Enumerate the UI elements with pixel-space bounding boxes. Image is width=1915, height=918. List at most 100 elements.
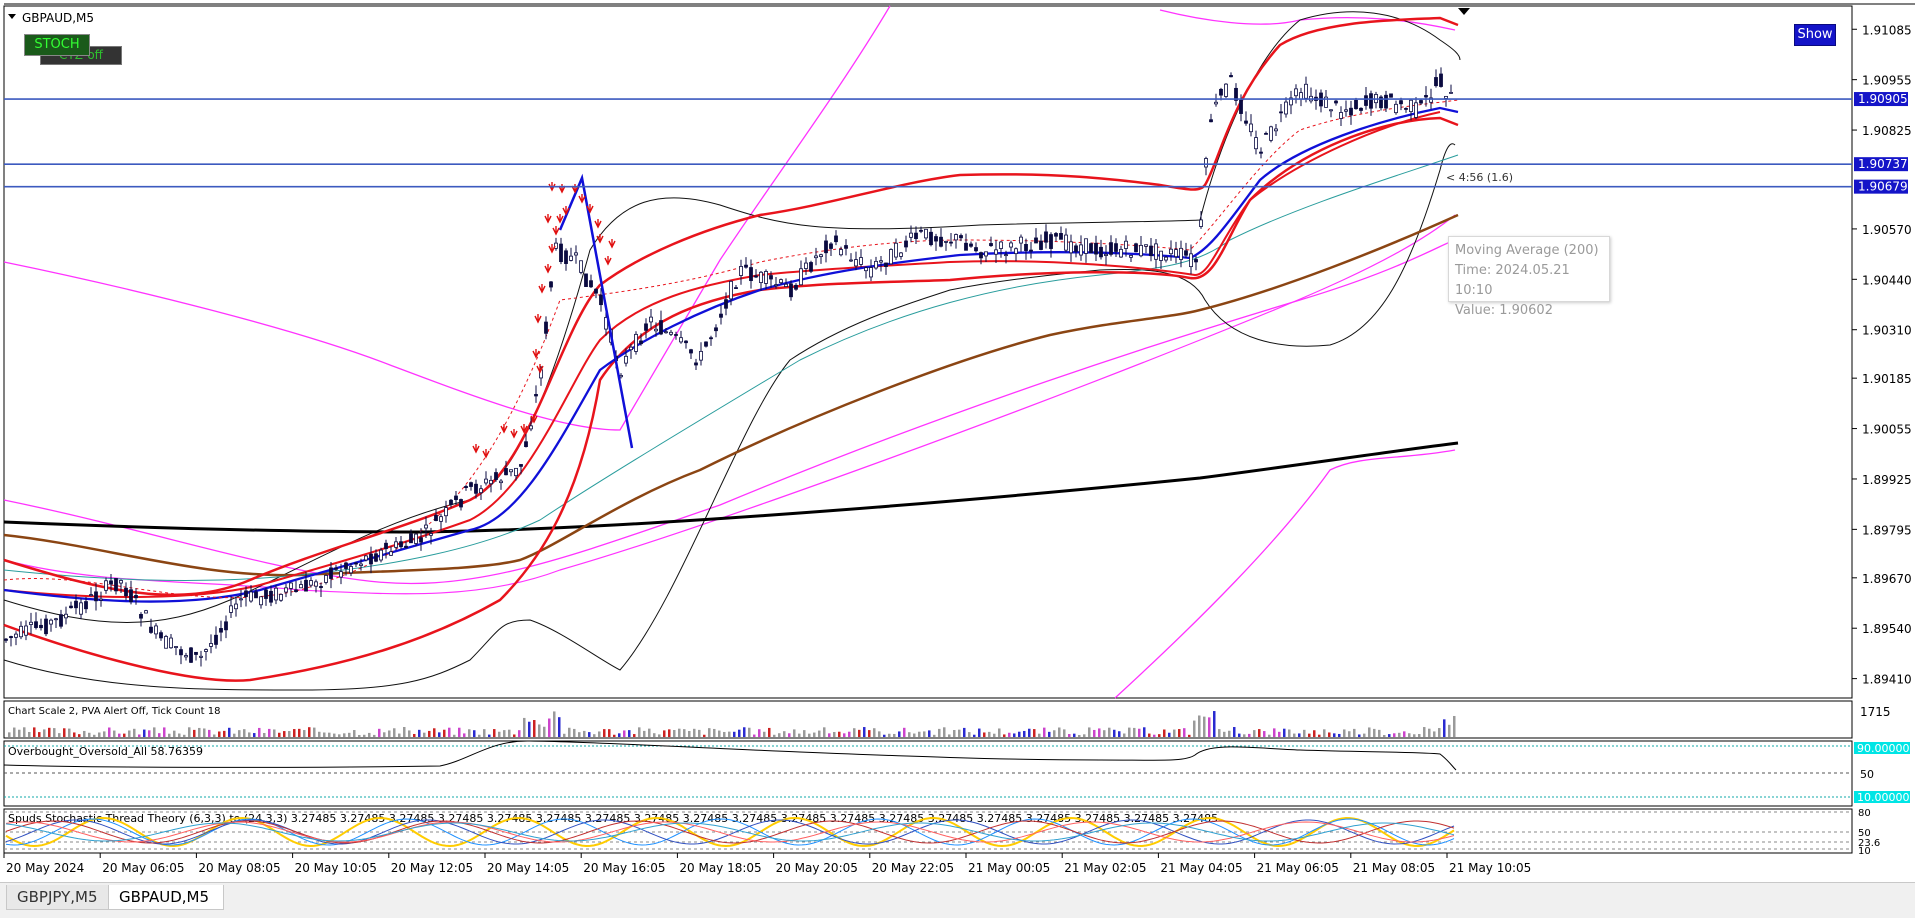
- candle-body: [939, 236, 943, 247]
- tab-gbpaud[interactable]: GBPAUD,M5: [108, 885, 224, 910]
- candle-body: [1384, 94, 1388, 109]
- volume-bar: [1328, 732, 1331, 737]
- volume-bar: [1048, 731, 1051, 737]
- sell-arrow-icon: [608, 239, 616, 249]
- volume-bar: [458, 727, 461, 737]
- candle-body: [719, 313, 723, 318]
- candle-body: [1249, 123, 1253, 133]
- stoch-lines-group: [5, 816, 1455, 848]
- stoch-line: [5, 816, 1455, 848]
- candle-body: [1029, 249, 1033, 252]
- volume-bar: [1208, 717, 1211, 737]
- envelope-inner-line: [3, 214, 1456, 595]
- candle-body: [954, 234, 958, 241]
- volume-bar: [1223, 731, 1226, 737]
- candle-body: [629, 346, 633, 351]
- candle-body: [979, 252, 983, 259]
- volume-bar: [348, 732, 351, 737]
- candle-body: [334, 567, 338, 570]
- candle-body: [649, 316, 653, 323]
- candle-body: [1149, 245, 1153, 257]
- candle-body: [144, 610, 148, 614]
- candle-body: [1304, 83, 1308, 99]
- candle-body: [914, 232, 918, 239]
- volume-bar: [593, 734, 596, 737]
- candle-body: [884, 262, 888, 267]
- candle-body: [1419, 100, 1423, 104]
- volume-bar: [748, 727, 751, 737]
- candle-body: [454, 495, 458, 501]
- volume-bar: [1193, 720, 1196, 737]
- candle-body: [1129, 255, 1133, 258]
- volume-bar: [953, 730, 956, 737]
- candle-body: [359, 563, 363, 566]
- candle-body: [1324, 96, 1328, 108]
- volume-bar: [1283, 728, 1286, 737]
- candle-body: [684, 340, 688, 344]
- volume-bar: [313, 727, 316, 737]
- sell-arrow-icon: [552, 226, 560, 236]
- candle-body: [839, 249, 843, 256]
- obos-upper-label-bg: [1854, 742, 1910, 754]
- tab-gbpjpy[interactable]: GBPJPY,M5: [6, 885, 114, 910]
- volume-bar: [1443, 719, 1446, 737]
- volume-bar: [648, 728, 651, 737]
- stoch-button[interactable]: STOCH: [24, 34, 90, 56]
- volume-bar: [798, 733, 801, 737]
- candle-body: [389, 551, 393, 556]
- candle-body: [1189, 253, 1193, 268]
- volume-bar: [673, 730, 676, 737]
- show-button[interactable]: Show: [1794, 24, 1836, 46]
- candle-body: [1334, 100, 1338, 104]
- candle-body: [1434, 77, 1438, 87]
- volume-bar: [298, 728, 301, 737]
- candle-body: [1139, 244, 1143, 257]
- volume-bar: [228, 727, 231, 737]
- volume-bar: [568, 727, 571, 737]
- volume-bar: [103, 731, 106, 737]
- candle-body: [234, 603, 238, 610]
- candle-body: [279, 593, 283, 601]
- volume-bar: [733, 731, 736, 737]
- candle-body: [1204, 158, 1208, 168]
- volume-bar: [1333, 733, 1336, 737]
- title-dropdown-icon[interactable]: [8, 14, 16, 19]
- candle-body: [1439, 73, 1443, 87]
- candle-body: [659, 320, 663, 335]
- sell-arrow-icon: [558, 184, 566, 194]
- time-tick-label: 20 May 20:05: [776, 861, 858, 875]
- candle-body: [39, 624, 43, 629]
- volume-bar: [888, 733, 891, 737]
- sell-arrow-icon: [544, 264, 552, 274]
- candle-body: [664, 331, 668, 334]
- volume-bar: [1343, 729, 1346, 737]
- volume-bar: [763, 731, 766, 737]
- volume-bar: [708, 728, 711, 737]
- candle-body: [1239, 99, 1243, 114]
- price-tick-label: 1.89540: [1862, 622, 1912, 636]
- candle-body: [1014, 248, 1018, 255]
- candle-body: [259, 596, 263, 606]
- candle-body: [249, 591, 253, 602]
- candle-body: [1279, 111, 1283, 114]
- volume-bar: [658, 734, 661, 737]
- volume-bar: [588, 732, 591, 737]
- ma-brown-line: [3, 213, 1459, 577]
- volume-bar: [1323, 729, 1326, 737]
- price-level-label: 1.90737: [1858, 157, 1908, 171]
- volume-bar: [1133, 727, 1136, 737]
- volume-bar: [1043, 727, 1046, 737]
- candle-body: [1114, 243, 1118, 252]
- ma-black-line: [3, 441, 1459, 534]
- candle-body: [1079, 244, 1083, 256]
- candle-body: [34, 621, 38, 628]
- volume-bar: [1423, 727, 1426, 737]
- ma-tooltip: Moving Average (200) Time: 2024.05.21 10…: [1448, 236, 1610, 318]
- volume-bar: [1313, 730, 1316, 737]
- volume-bar: [923, 731, 926, 737]
- volume-bar: [483, 729, 486, 737]
- volume-bar: [988, 731, 991, 737]
- candle-body: [154, 625, 158, 635]
- candle-body: [124, 587, 128, 597]
